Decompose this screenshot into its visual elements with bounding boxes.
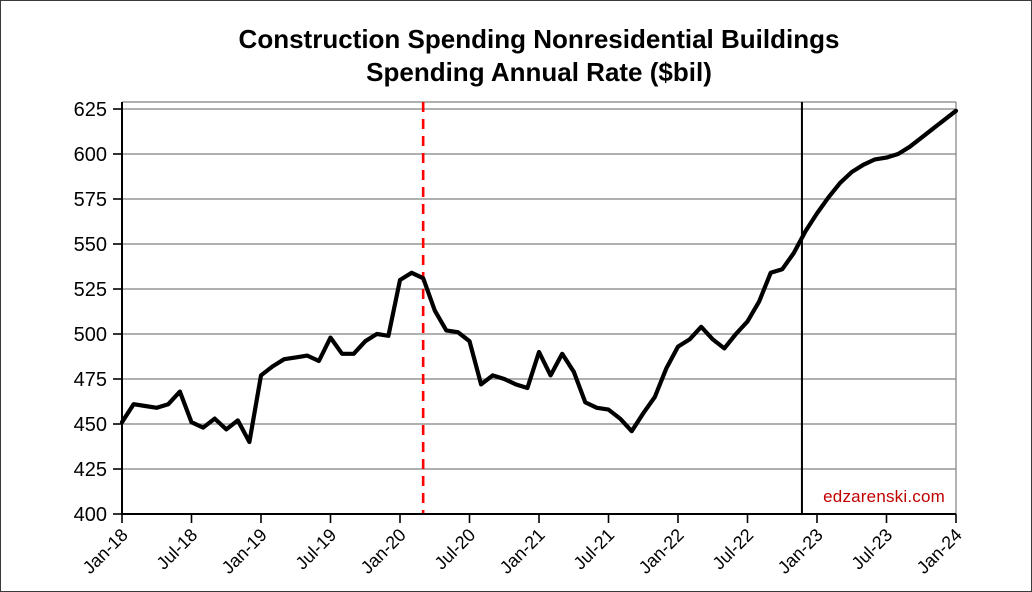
y-tick-label: 600: [74, 144, 107, 166]
chart-title: Construction Spending Nonresidential Bui…: [122, 23, 956, 89]
x-tick-label: Jul-21: [570, 525, 619, 574]
y-tick-label: 450: [74, 414, 107, 436]
x-tick-label: Jan-19: [218, 525, 271, 578]
y-tick-label: 400: [74, 504, 107, 526]
x-tick-label: Jan-18: [79, 525, 132, 578]
y-tick-label: 525: [74, 279, 107, 301]
x-tick-label: Jan-24: [913, 525, 966, 578]
x-tick-label: Jul-19: [292, 525, 341, 574]
x-tick-label: Jan-20: [357, 525, 410, 578]
y-tick-label: 425: [74, 459, 107, 481]
x-tick-label: Jan-21: [496, 525, 549, 578]
x-tick-label: Jan-22: [635, 525, 688, 578]
y-tick-label: 475: [74, 369, 107, 391]
x-tick-label: Jul-23: [848, 525, 897, 574]
x-tick-label: Jan-23: [774, 525, 827, 578]
y-tick-label: 500: [74, 324, 107, 346]
x-tick-label: Jul-18: [153, 525, 202, 574]
y-tick-label: 625: [74, 99, 107, 121]
watermark: edzarenski.com: [823, 487, 945, 506]
x-tick-label: Jul-22: [709, 525, 758, 574]
chart-title-line2: Spending Annual Rate ($bil): [366, 57, 712, 87]
chart-title-line1: Construction Spending Nonresidential Bui…: [238, 24, 840, 54]
y-tick-label: 575: [74, 189, 107, 211]
y-tick-label: 550: [74, 234, 107, 256]
x-tick-label: Jul-20: [431, 525, 480, 574]
spending-series-line: [119, 108, 959, 445]
